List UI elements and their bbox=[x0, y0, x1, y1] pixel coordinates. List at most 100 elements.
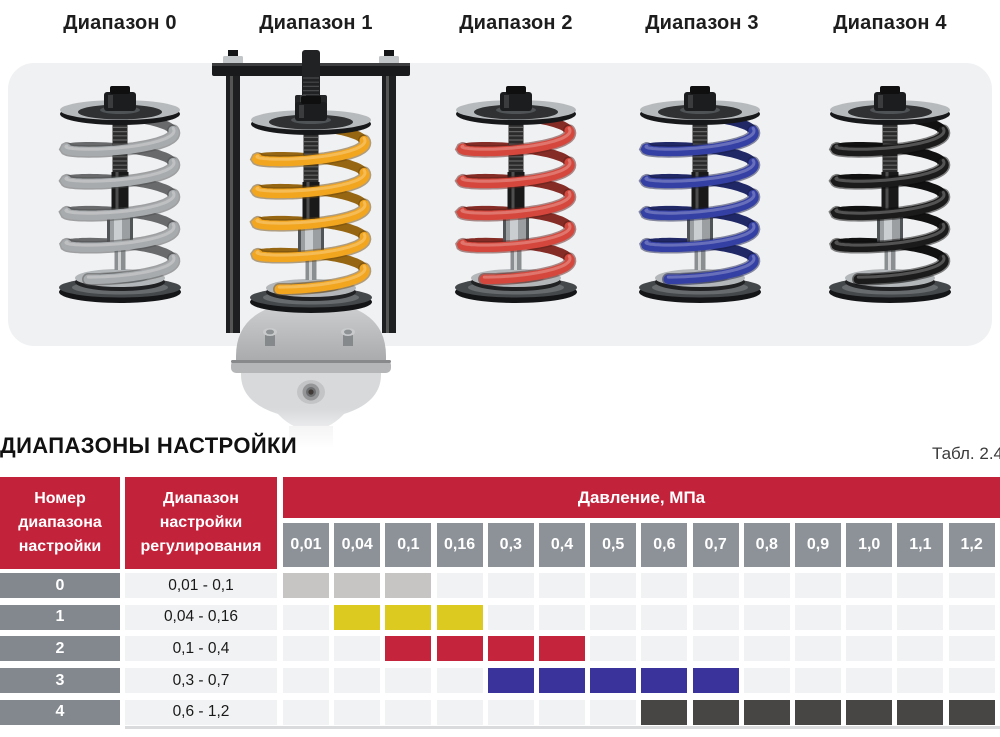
range-cell-active bbox=[539, 636, 585, 662]
range-cell bbox=[948, 668, 995, 694]
range-cell-active bbox=[948, 699, 995, 725]
range-value-cell: 0,6 - 1,2 bbox=[125, 699, 277, 725]
range-cell bbox=[539, 604, 585, 630]
range-cell-active bbox=[743, 699, 790, 725]
range-cell bbox=[436, 699, 483, 725]
range-cell-active bbox=[641, 699, 688, 725]
range-cell bbox=[948, 636, 995, 662]
pressure-col-header: 0,5 bbox=[590, 523, 637, 567]
range-cell bbox=[436, 668, 483, 694]
range-cell bbox=[795, 636, 841, 662]
range-cell bbox=[948, 573, 995, 598]
range-cell bbox=[692, 604, 739, 630]
range-label-1: Диапазон 1 bbox=[259, 12, 373, 34]
range-cell bbox=[641, 604, 688, 630]
range-cell bbox=[590, 636, 637, 662]
range-cell bbox=[334, 668, 381, 694]
range-cell bbox=[743, 636, 790, 662]
pressure-col-header: 0,8 bbox=[743, 523, 790, 567]
range-cell-active bbox=[487, 668, 534, 694]
range-value-cell: 0,3 - 0,7 bbox=[125, 668, 277, 694]
range-cell bbox=[283, 699, 329, 725]
pressure-col-header: 1,1 bbox=[897, 523, 944, 567]
range-cell bbox=[846, 668, 893, 694]
range-cell-active bbox=[334, 604, 381, 630]
range-cell bbox=[590, 699, 637, 725]
pressure-col-header: 0,04 bbox=[334, 523, 381, 567]
range-cell bbox=[487, 604, 534, 630]
range-cell bbox=[692, 636, 739, 662]
pressure-col-header: 0,9 bbox=[795, 523, 841, 567]
range-cell-active bbox=[539, 668, 585, 694]
range-cell-active bbox=[436, 636, 483, 662]
range-cell bbox=[897, 668, 944, 694]
pressure-col-header: 0,3 bbox=[487, 523, 534, 567]
range-cell-active bbox=[385, 636, 432, 662]
range-cell bbox=[590, 604, 637, 630]
pressure-col-header: 0,4 bbox=[539, 523, 585, 567]
range-cell bbox=[846, 573, 893, 598]
range-number-cell: 4 bbox=[0, 699, 120, 725]
pressure-col-header: 1,2 bbox=[948, 523, 995, 567]
range-cell bbox=[487, 573, 534, 598]
range-cell bbox=[795, 573, 841, 598]
range-cell bbox=[539, 573, 585, 598]
range-cell bbox=[641, 636, 688, 662]
range-label-0: Диапазон 0 bbox=[63, 12, 177, 34]
regulator-image-range-1 bbox=[201, 48, 421, 453]
range-cell bbox=[743, 573, 790, 598]
section-title: ДИАПАЗОНЫ НАСТРОЙКИ bbox=[0, 433, 298, 458]
range-number-cell: 3 bbox=[0, 668, 120, 694]
pressure-col-header: 0,6 bbox=[641, 523, 688, 567]
range-cell bbox=[641, 573, 688, 598]
range-cell bbox=[283, 668, 329, 694]
range-cell-active bbox=[283, 573, 329, 598]
range-cell-active bbox=[385, 604, 432, 630]
range-label-4: Диапазон 4 bbox=[833, 12, 947, 34]
pressure-col-header: 0,7 bbox=[692, 523, 739, 567]
spring-image-range-3 bbox=[625, 86, 775, 311]
range-cell bbox=[334, 699, 381, 725]
range-cell-active bbox=[487, 636, 534, 662]
pressure-col-header: 1,0 bbox=[846, 523, 893, 567]
range-cell bbox=[846, 604, 893, 630]
range-cell bbox=[283, 636, 329, 662]
range-cell bbox=[283, 604, 329, 630]
range-value-cell: 0,01 - 0,1 bbox=[125, 573, 277, 598]
range-cell-active bbox=[334, 573, 381, 598]
pressure-col-header: 0,01 bbox=[283, 523, 329, 567]
range-cell bbox=[743, 604, 790, 630]
spring-image-range-2 bbox=[441, 86, 591, 311]
range-number-cell: 0 bbox=[0, 573, 120, 598]
range-number-cell: 1 bbox=[0, 604, 120, 630]
range-cell bbox=[743, 668, 790, 694]
pressure-col-header: 0,16 bbox=[436, 523, 483, 567]
range-cell bbox=[436, 573, 483, 598]
range-cell bbox=[487, 699, 534, 725]
range-cell bbox=[692, 573, 739, 598]
col-header-number: Номер диапазона настройки bbox=[0, 477, 120, 569]
range-cell bbox=[590, 573, 637, 598]
range-cell bbox=[897, 573, 944, 598]
range-cell bbox=[385, 699, 432, 725]
pressure-col-header: 0,1 bbox=[385, 523, 432, 567]
range-number-cell: 2 bbox=[0, 636, 120, 662]
range-cell-active bbox=[436, 604, 483, 630]
range-value-cell: 0,04 - 0,16 bbox=[125, 604, 277, 630]
range-cell bbox=[385, 668, 432, 694]
spring-image-range-0 bbox=[45, 86, 195, 311]
range-cell-active bbox=[590, 668, 637, 694]
col-header-range: Диапазон настройки регулирования bbox=[125, 477, 277, 569]
range-cell-active bbox=[897, 699, 944, 725]
range-cell bbox=[846, 636, 893, 662]
range-cell-active bbox=[692, 699, 739, 725]
range-cell-active bbox=[641, 668, 688, 694]
table-bottom-shadow bbox=[125, 726, 1000, 729]
range-cell bbox=[948, 604, 995, 630]
range-cell-active bbox=[846, 699, 893, 725]
range-cell-active bbox=[385, 573, 432, 598]
range-cell bbox=[897, 604, 944, 630]
range-cell bbox=[897, 636, 944, 662]
range-cell bbox=[795, 668, 841, 694]
